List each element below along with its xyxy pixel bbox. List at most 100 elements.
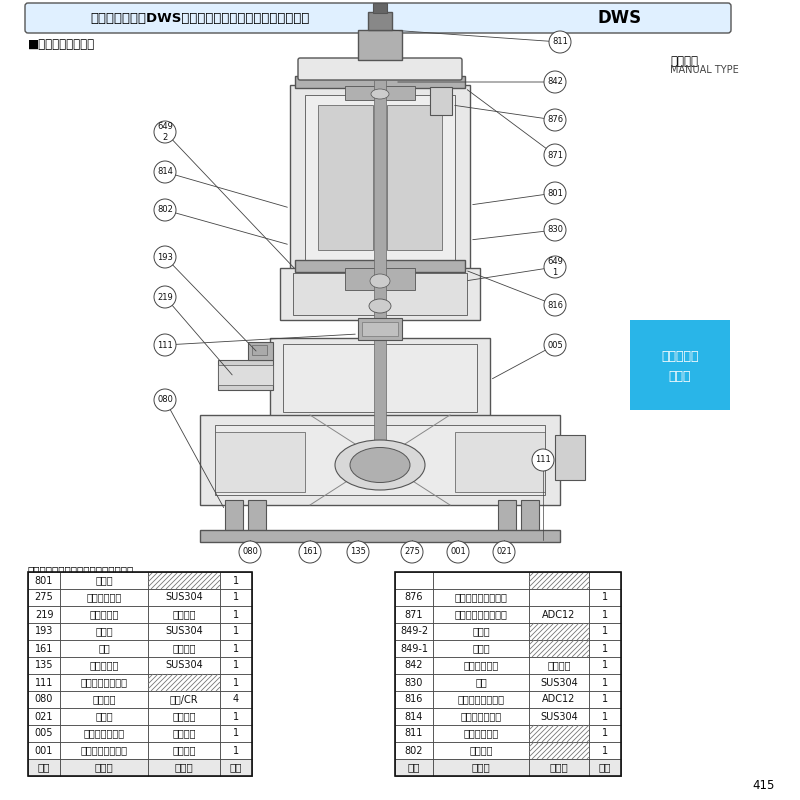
Text: 羽根裏座金: 羽根裏座金 bbox=[90, 661, 118, 670]
Text: 219: 219 bbox=[157, 293, 173, 302]
Bar bbox=[589, 657, 621, 674]
Bar bbox=[28, 725, 60, 742]
Text: 4: 4 bbox=[233, 694, 239, 705]
Text: 871: 871 bbox=[547, 150, 563, 159]
Bar bbox=[529, 640, 589, 657]
Text: 1: 1 bbox=[233, 711, 239, 722]
Text: 1: 1 bbox=[233, 729, 239, 738]
Bar bbox=[60, 708, 148, 725]
Bar bbox=[220, 657, 252, 674]
Bar bbox=[433, 725, 529, 742]
Text: 1: 1 bbox=[602, 678, 608, 687]
Circle shape bbox=[154, 199, 176, 221]
Bar bbox=[529, 725, 589, 742]
Text: 電動機カバー: 電動機カバー bbox=[463, 661, 498, 670]
Bar bbox=[220, 623, 252, 640]
Bar bbox=[220, 606, 252, 623]
Text: 材　料: 材 料 bbox=[174, 762, 194, 773]
Text: 合成樹脂: 合成樹脂 bbox=[547, 661, 570, 670]
Bar bbox=[433, 640, 529, 657]
Bar bbox=[630, 320, 730, 410]
Text: 871: 871 bbox=[405, 610, 423, 619]
Text: 001: 001 bbox=[450, 547, 466, 557]
Bar bbox=[362, 322, 398, 336]
Bar bbox=[60, 691, 148, 708]
Text: 【ダーウィン】DWS型樹脂製汚水・雑排水用水中ポンプ: 【ダーウィン】DWS型樹脂製汚水・雑排水用水中ポンプ bbox=[90, 11, 310, 25]
Text: 801: 801 bbox=[547, 189, 563, 198]
Bar bbox=[148, 725, 220, 742]
Bar bbox=[28, 674, 60, 691]
Bar bbox=[589, 691, 621, 708]
Bar bbox=[148, 623, 220, 640]
Bar bbox=[283, 344, 477, 412]
Circle shape bbox=[154, 286, 176, 308]
Bar bbox=[345, 86, 415, 100]
Text: 111: 111 bbox=[535, 455, 551, 465]
Text: 部品名: 部品名 bbox=[94, 762, 114, 773]
Bar bbox=[220, 742, 252, 759]
Bar bbox=[28, 708, 60, 725]
Bar bbox=[430, 87, 452, 115]
Text: 080: 080 bbox=[157, 395, 173, 405]
Bar bbox=[28, 759, 60, 776]
Text: 161: 161 bbox=[35, 643, 53, 654]
Bar bbox=[60, 674, 148, 691]
Bar bbox=[395, 691, 433, 708]
Text: 1: 1 bbox=[233, 746, 239, 755]
Text: 1: 1 bbox=[233, 661, 239, 670]
Text: 中間ケーシング: 中間ケーシング bbox=[83, 729, 125, 738]
Bar bbox=[433, 572, 529, 589]
Text: 842: 842 bbox=[547, 78, 563, 86]
Bar bbox=[433, 742, 529, 759]
Text: 主軸: 主軸 bbox=[475, 678, 487, 687]
Bar bbox=[433, 708, 529, 725]
Bar bbox=[148, 657, 220, 674]
Bar bbox=[345, 268, 415, 290]
Circle shape bbox=[544, 71, 566, 93]
Bar bbox=[28, 623, 60, 640]
Text: ポンプ脚: ポンプ脚 bbox=[92, 694, 116, 705]
Bar bbox=[28, 606, 60, 623]
Ellipse shape bbox=[335, 440, 425, 490]
Bar bbox=[220, 725, 252, 742]
Text: 電動機焼損防止装置: 電動機焼損防止装置 bbox=[454, 593, 507, 602]
Bar bbox=[529, 759, 589, 776]
Text: 1: 1 bbox=[233, 610, 239, 619]
Circle shape bbox=[239, 541, 261, 563]
Bar bbox=[148, 742, 220, 759]
Text: 注油栓: 注油栓 bbox=[95, 626, 113, 637]
Circle shape bbox=[549, 31, 571, 53]
Bar bbox=[529, 623, 589, 640]
Bar bbox=[589, 606, 621, 623]
Bar bbox=[148, 691, 220, 708]
Bar bbox=[433, 606, 529, 623]
Bar bbox=[280, 268, 480, 320]
Bar bbox=[60, 606, 148, 623]
Text: 415: 415 bbox=[753, 779, 775, 792]
Text: 111: 111 bbox=[157, 341, 173, 350]
Bar bbox=[225, 500, 243, 532]
Circle shape bbox=[544, 294, 566, 316]
FancyBboxPatch shape bbox=[25, 3, 731, 33]
Text: 1: 1 bbox=[602, 661, 608, 670]
Text: 電動機フレーム: 電動機フレーム bbox=[461, 711, 502, 722]
Text: 1: 1 bbox=[602, 711, 608, 722]
Text: ポンプケーシング: ポンプケーシング bbox=[81, 746, 127, 755]
Bar bbox=[529, 606, 589, 623]
Text: 876: 876 bbox=[405, 593, 423, 602]
Text: 合成樹脂: 合成樹脂 bbox=[172, 643, 196, 654]
Bar bbox=[589, 623, 621, 640]
Text: ADC12: ADC12 bbox=[542, 694, 576, 705]
Text: 部品名: 部品名 bbox=[472, 762, 490, 773]
Bar bbox=[218, 360, 273, 390]
Bar bbox=[293, 273, 467, 315]
Bar bbox=[148, 759, 220, 776]
Text: 811: 811 bbox=[552, 38, 568, 46]
Text: 個数: 個数 bbox=[598, 762, 611, 773]
Text: MANUAL TYPE: MANUAL TYPE bbox=[670, 65, 738, 75]
Bar bbox=[529, 657, 589, 674]
Bar bbox=[433, 623, 529, 640]
Text: 1: 1 bbox=[602, 746, 608, 755]
Text: 1: 1 bbox=[602, 626, 608, 637]
Text: 1: 1 bbox=[233, 643, 239, 654]
